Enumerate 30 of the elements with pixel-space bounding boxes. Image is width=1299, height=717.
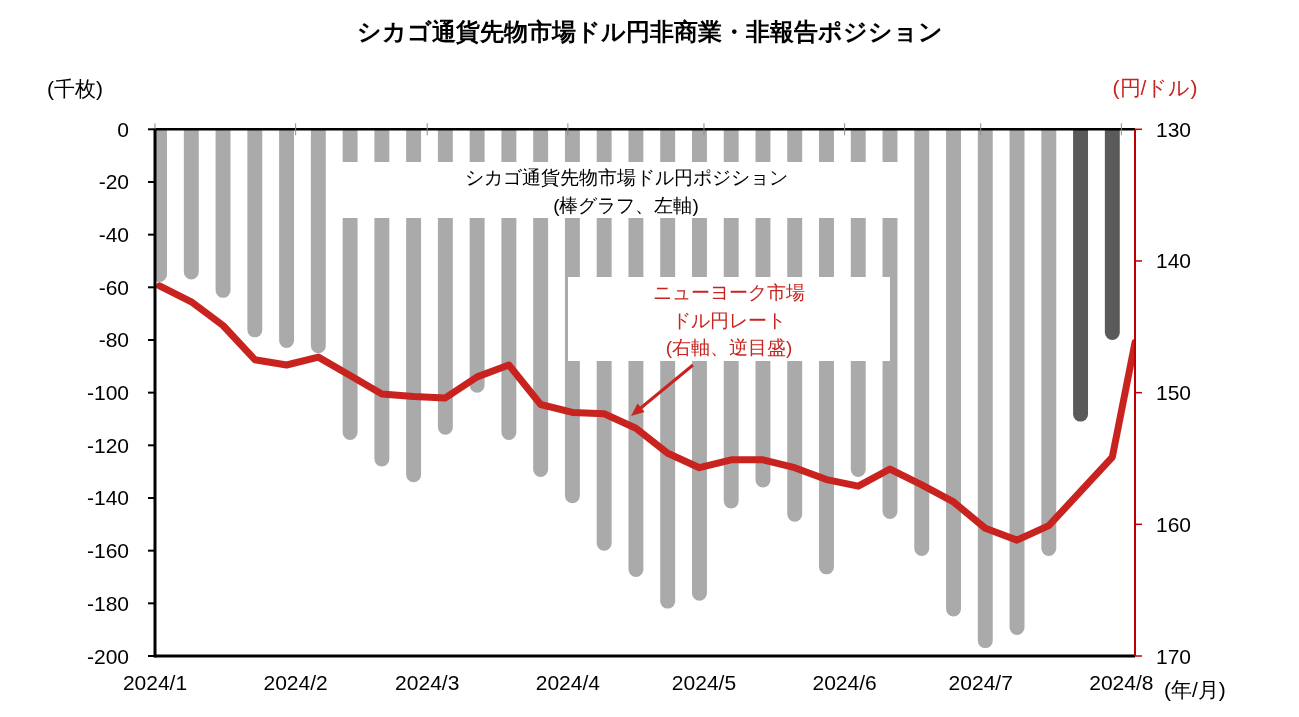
y-tick-label: -160	[86, 539, 129, 563]
y2-tick-label: 160	[1156, 512, 1192, 536]
x-axis-title: (年/月)	[1164, 678, 1226, 701]
y2-tick-label: 130	[1156, 117, 1192, 141]
y-tick-label: -120	[86, 433, 129, 457]
y-tick-label: -100	[86, 381, 129, 405]
y-tick-label: -20	[98, 170, 129, 194]
x-tick-label: 2024/8	[1089, 671, 1154, 694]
series-name: ニューヨーク市場ドル円レート(右軸、逆目盛)	[653, 282, 805, 358]
y-tick-label: -140	[86, 486, 129, 510]
y2-tick-label: 170	[1156, 644, 1192, 668]
y-tick-label: -60	[98, 275, 129, 299]
x-tick-label: 2024/4	[535, 671, 600, 694]
x-tick-label: 2024/5	[671, 671, 737, 694]
title: シカゴ通貨先物市場ドル円非商業・非報告ポジション	[357, 18, 943, 45]
y2-tick-label: 150	[1156, 381, 1192, 405]
y-tick-label: -80	[98, 328, 129, 352]
y-tick-label: -40	[98, 223, 129, 247]
x-tick-label: 2024/7	[948, 671, 1013, 694]
x-tick-label: 2024/1	[122, 671, 188, 694]
y-tick-label: 0	[117, 117, 129, 141]
y2-axis-title: (円/ドル)	[1112, 76, 1198, 99]
series-name: シカゴ通貨先物市場ドル円ポジション(棒グラフ、左軸)	[464, 167, 788, 216]
y2-tick-label: 140	[1156, 249, 1192, 273]
x-tick-label: 2024/6	[812, 671, 877, 694]
y-axis-title: (千枚)	[47, 77, 103, 100]
x-tick-label: 2024/2	[263, 671, 328, 694]
y-tick-label: -200	[86, 644, 129, 668]
y-tick-label: -180	[86, 591, 129, 615]
x-tick-label: 2024/3	[395, 671, 460, 694]
